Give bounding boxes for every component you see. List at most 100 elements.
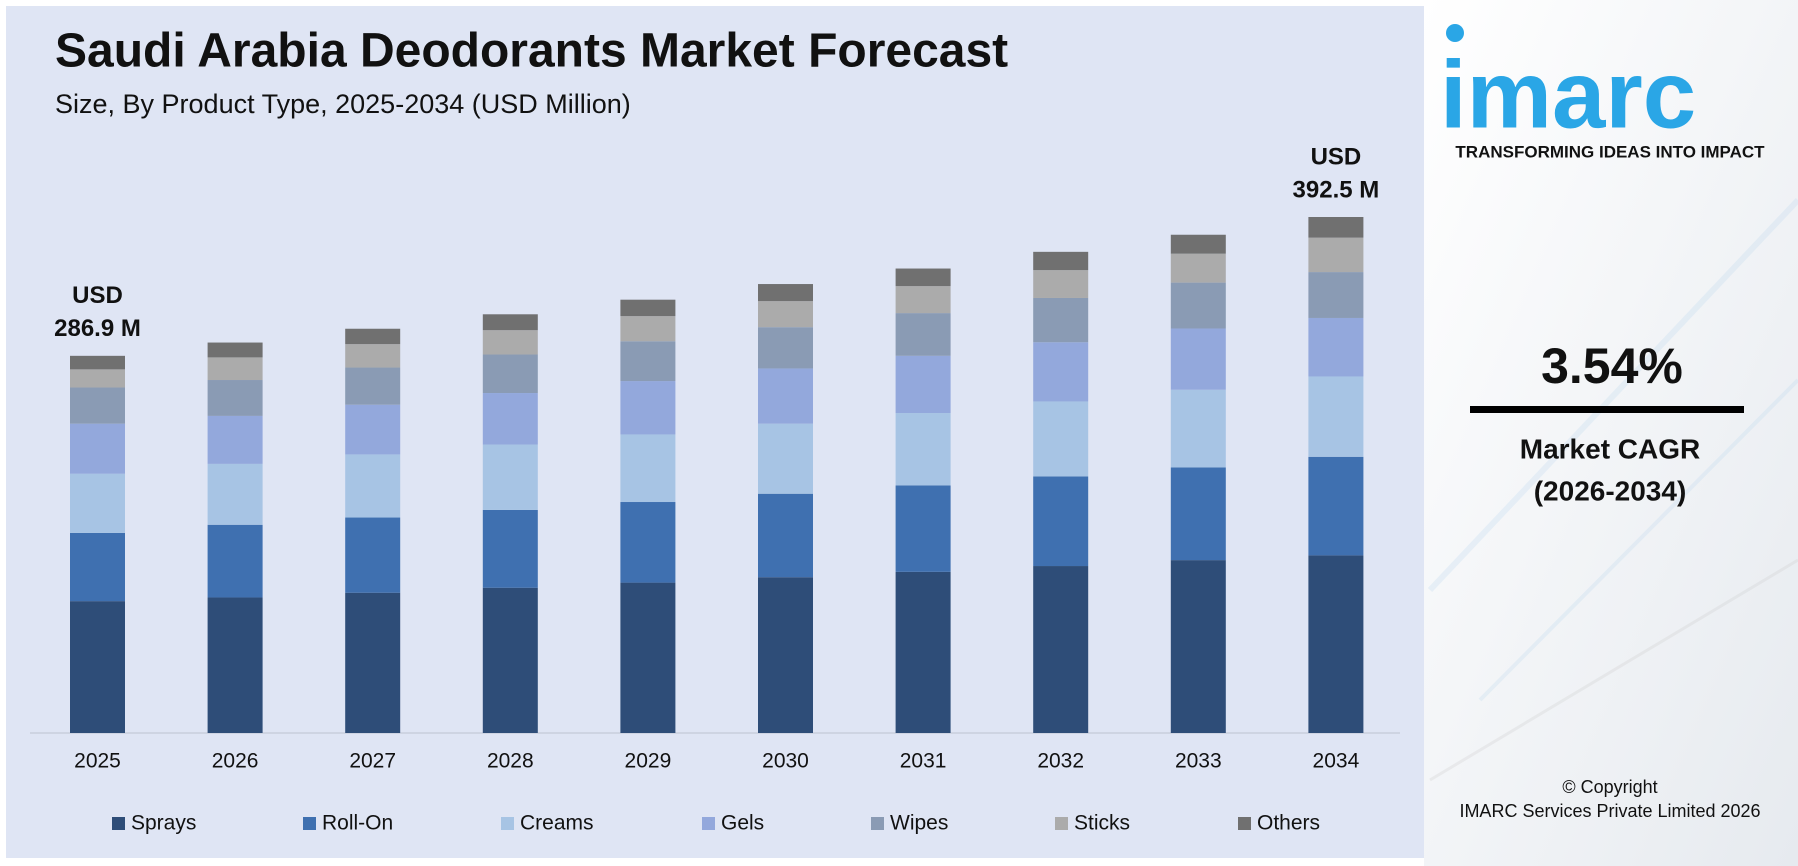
chart-subtitle: Size, By Product Type, 2025-2034 (USD Mi…	[55, 89, 631, 119]
bar-segment	[70, 369, 125, 388]
total-label: USD	[72, 282, 123, 309]
bar-segment	[895, 485, 951, 572]
bar-segment	[482, 330, 538, 355]
bar-segment	[345, 367, 401, 405]
sidebar-decoration	[1427, 197, 1798, 782]
cagr-period: (2026-2034)	[1534, 475, 1687, 506]
bar-segment	[482, 354, 538, 394]
bar-segment	[345, 328, 401, 345]
bar-segment	[482, 393, 538, 445]
bar-segment	[895, 313, 951, 356]
copyright-holder: IMARC Services Private Limited 2026	[1459, 801, 1760, 821]
legend-label: Creams	[520, 812, 594, 835]
legend-label: Roll-On	[322, 812, 393, 835]
bar-segment	[1033, 401, 1089, 477]
bar-segment	[1308, 376, 1364, 457]
cagr-value: 3.54%	[1541, 338, 1683, 394]
x-tick-label: 2029	[625, 750, 672, 773]
bar-segment	[1308, 456, 1364, 556]
bar-segment	[345, 404, 401, 455]
legend-label: Others	[1257, 812, 1320, 835]
bar-segment	[207, 342, 263, 358]
bar-segment	[1170, 560, 1226, 733]
bar-segment	[70, 387, 125, 424]
legend-label: Sprays	[131, 812, 196, 835]
bar-segment	[1308, 555, 1364, 733]
bar-segment	[1170, 234, 1226, 254]
x-tick-label: 2026	[212, 750, 259, 773]
bar-segment	[345, 592, 401, 733]
bar-segment	[70, 473, 125, 533]
legend-label: Gels	[721, 812, 764, 835]
bar-segment	[620, 341, 676, 382]
bar-segment	[482, 314, 538, 331]
bar-segment	[895, 268, 951, 287]
bar-segment	[207, 463, 263, 525]
legend-label: Sticks	[1074, 812, 1130, 835]
bar-segment	[482, 587, 538, 733]
bar-segment	[1033, 251, 1089, 271]
bar-segment	[1033, 270, 1089, 298]
bar-segment	[207, 357, 263, 381]
total-label: 392.5 M	[1293, 176, 1380, 203]
bar-segment	[207, 597, 263, 733]
legend-swatch	[702, 817, 715, 830]
x-tick-label: 2034	[1313, 750, 1360, 773]
bar-segment	[620, 381, 676, 435]
bar-segment	[758, 423, 813, 494]
bar-segment	[620, 502, 676, 583]
bar-segment	[1308, 272, 1364, 318]
bar-segment	[758, 493, 813, 578]
bar-segment	[70, 355, 125, 370]
total-label: USD	[1311, 143, 1362, 170]
legend-swatch	[112, 817, 125, 830]
legend-swatch	[303, 817, 316, 830]
bar-segment	[1170, 253, 1226, 283]
bar-segment	[620, 434, 676, 503]
legend-swatch	[501, 817, 514, 830]
legend-swatch	[1055, 817, 1068, 830]
bar-segment	[482, 509, 538, 588]
bar-segment	[620, 316, 676, 342]
bar-segment	[1170, 467, 1226, 561]
bar-segment	[758, 577, 813, 733]
bar-segment	[1033, 476, 1089, 567]
bar-segment	[1170, 389, 1226, 468]
sidebar-panel	[1424, 0, 1798, 866]
bar-segment	[345, 517, 401, 593]
bar-segment	[482, 444, 538, 510]
bar-segment	[758, 368, 813, 424]
bar-segment	[207, 415, 263, 464]
bar-segment	[895, 571, 951, 733]
bar-segment	[345, 344, 401, 368]
bar-segment	[70, 601, 125, 733]
bar-segment	[207, 380, 263, 416]
logo-dot	[1446, 24, 1464, 42]
bar-segment	[758, 284, 813, 302]
bar-segment	[70, 532, 125, 602]
bar-segment	[1308, 317, 1364, 377]
x-tick-label: 2032	[1037, 750, 1084, 773]
bar-segment	[620, 582, 676, 733]
total-label: 286.9 M	[54, 315, 141, 342]
x-tick-label: 2030	[762, 750, 809, 773]
logo: imarc	[1440, 41, 1696, 148]
bar-segment	[758, 327, 813, 369]
cagr-rule	[1470, 406, 1744, 413]
bar-segment	[1033, 342, 1089, 402]
legend-swatch	[1238, 817, 1251, 830]
copyright: © Copyright	[1562, 777, 1657, 797]
bar-segment	[1170, 328, 1226, 390]
bar-segment	[345, 454, 401, 518]
bar-segment	[1033, 297, 1089, 343]
cagr-label: Market CAGR	[1520, 433, 1700, 464]
bar-segment	[895, 413, 951, 486]
bar-segment	[895, 286, 951, 314]
bar-segment	[70, 423, 125, 474]
x-tick-label: 2033	[1175, 750, 1222, 773]
bar-segment	[895, 355, 951, 414]
x-tick-label: 2027	[349, 750, 396, 773]
x-tick-label: 2028	[487, 750, 534, 773]
